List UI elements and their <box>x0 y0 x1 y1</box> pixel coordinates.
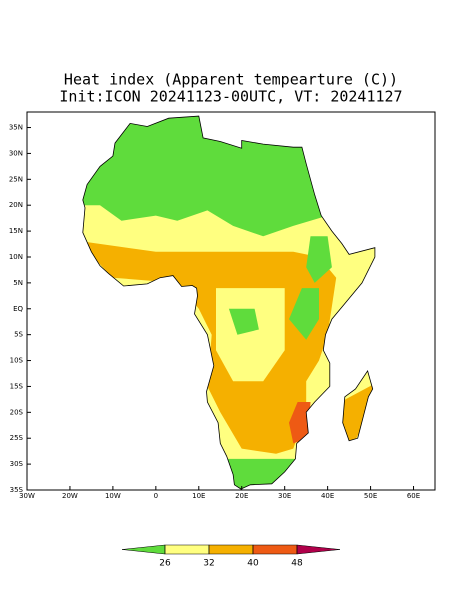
y-tick-label: 35N <box>9 124 23 132</box>
land-fill <box>82 116 375 489</box>
region <box>289 402 311 444</box>
y-tick-label: EQ <box>13 305 23 313</box>
colorbar-segment <box>208 544 254 555</box>
title: Heat index (Apparent tempearture (C)) <box>64 71 398 89</box>
coastline <box>82 115 376 490</box>
colorbar-label: 48 <box>291 559 303 569</box>
colorbar-segment <box>252 544 298 555</box>
x-tick-label: 0 <box>154 492 158 500</box>
x-tick-label: 30W <box>19 492 35 500</box>
x-tick-label: 40E <box>321 492 334 500</box>
x-tick-label: 60E <box>407 492 420 500</box>
region <box>224 458 298 489</box>
subtitle: Init:ICON 20241123-00UTC, VT: 20241127 <box>59 88 402 106</box>
colorbar-high <box>296 544 341 555</box>
y-tick-label: 30S <box>10 460 24 468</box>
x-tick-label: 10W <box>105 492 121 500</box>
x-tick-label: 50E <box>364 492 377 500</box>
y-tick-label: 25N <box>9 175 23 183</box>
colorbar-low <box>121 544 166 555</box>
x-tick-label: 30E <box>278 492 291 500</box>
region <box>306 236 332 283</box>
colorbar-label: 40 <box>247 559 259 569</box>
x-tick-label: 20E <box>235 492 248 500</box>
colorbar-segment <box>164 544 210 555</box>
y-tick-label: 15N <box>9 227 23 235</box>
y-tick-label: 20S <box>10 408 24 416</box>
x-tick-label: 20W <box>62 492 78 500</box>
colorbar-label: 26 <box>159 559 171 569</box>
coastline <box>342 369 374 442</box>
y-tick-label: 30N <box>9 149 23 157</box>
y-tick-label: 15S <box>10 382 24 390</box>
y-tick-label: 5N <box>13 279 23 287</box>
region <box>289 288 319 340</box>
region <box>228 308 259 335</box>
y-tick-label: 25S <box>10 434 24 442</box>
x-tick-label: 10E <box>192 492 205 500</box>
colorbar-label: 32 <box>203 559 214 569</box>
y-tick-label: 5S <box>14 331 23 339</box>
y-tick-label: 10N <box>9 253 23 261</box>
y-tick-label: 35S <box>10 486 24 494</box>
map-frame <box>26 111 436 491</box>
y-tick-label: 20N <box>9 201 23 209</box>
y-tick-label: 10S <box>10 357 24 365</box>
map-area <box>82 115 376 490</box>
